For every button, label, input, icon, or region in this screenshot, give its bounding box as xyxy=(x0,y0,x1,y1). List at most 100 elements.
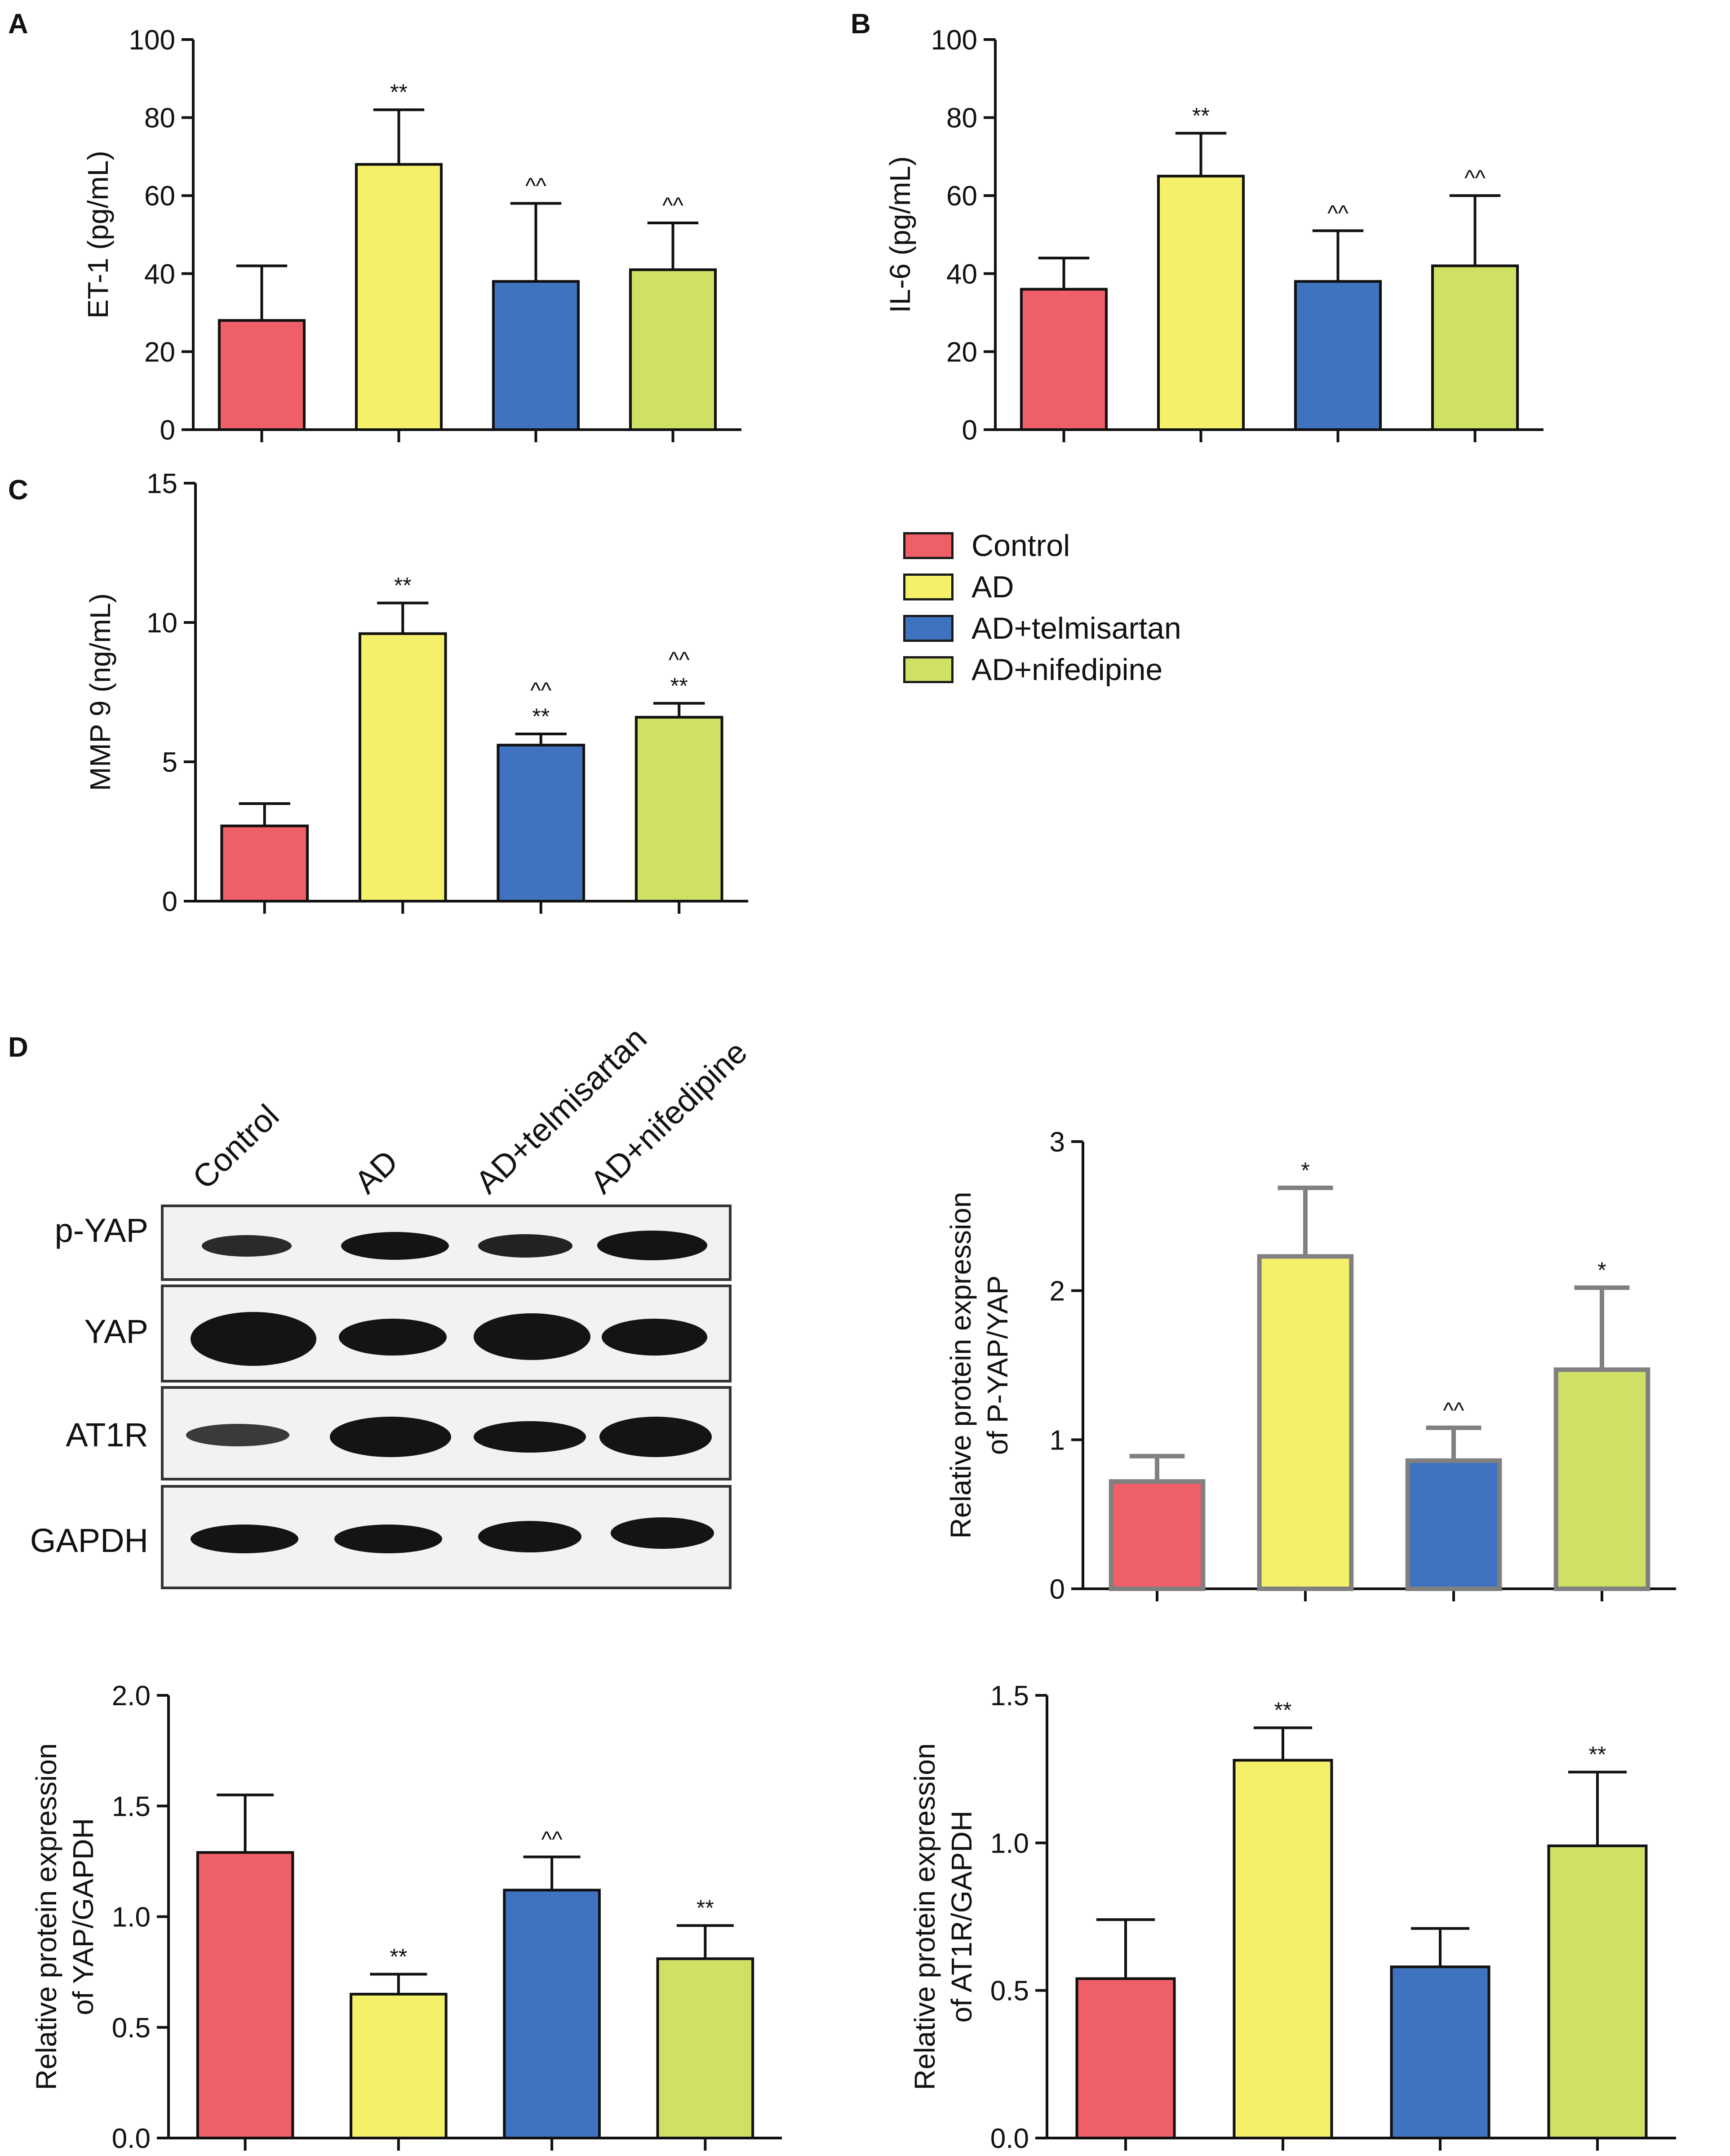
band-blob xyxy=(611,1517,714,1549)
band-blob xyxy=(602,1319,707,1356)
bar-ad-nifedipine xyxy=(634,716,723,903)
y-tick-label: 60 xyxy=(144,181,175,212)
chart-a-et1: 0 20 40 60 80 100 ET-1 (pg/mL) ** ^^ ^^ xyxy=(82,25,741,446)
legend: Control AD AD+telmisartan AD+nifedipine xyxy=(903,525,1181,690)
significance-label: ^^ xyxy=(1327,200,1349,226)
y-tick-label: 0 xyxy=(962,415,977,446)
y-axis-label: MMP 9 (ng/mL) xyxy=(84,593,116,791)
significance-label: ** xyxy=(390,1944,407,1969)
legend-item-ad-nifedipine: AD+nifedipine xyxy=(903,649,1181,690)
band-blob xyxy=(186,1424,289,1446)
significance-label: ^^ xyxy=(1464,165,1486,191)
y-axis-label-line: IL-6 (pg/mL) xyxy=(884,156,916,313)
legend-label-ad: AD xyxy=(971,570,1014,604)
significance-label: ** xyxy=(1192,103,1210,128)
y-tick-label: 15 xyxy=(146,468,177,499)
bar-ad-telmisartan xyxy=(492,280,580,431)
significance-label: * xyxy=(1597,1258,1606,1283)
bar-control xyxy=(220,824,309,902)
y-tick-label: 80 xyxy=(946,103,977,134)
legend-item-ad-telmisartan: AD+telmisartan xyxy=(903,608,1181,649)
y-tick-label: 1.5 xyxy=(990,1680,1029,1711)
band-blob xyxy=(474,1421,586,1453)
significance-label: ** xyxy=(670,673,688,698)
bar-ad-telmisartan xyxy=(1390,1965,1490,2139)
y-tick-label: 1.5 xyxy=(112,1791,151,1822)
y-axis-label-line: MMP 9 (ng/mL) xyxy=(84,593,116,791)
bar-ad-nifedipine xyxy=(1547,1844,1648,2139)
band-label-yap: YAP xyxy=(84,1313,148,1350)
bar-ad-telmisartan xyxy=(503,1889,601,2139)
y-tick-label: 100 xyxy=(129,25,175,56)
bar-ad-telmisartan xyxy=(497,743,586,903)
y-tick-label: 1.0 xyxy=(990,1828,1029,1859)
band-blob xyxy=(599,1417,712,1457)
bar-control xyxy=(1109,1479,1206,1591)
y-axis-label-line: ET-1 (pg/mL) xyxy=(82,151,114,318)
bar-ad xyxy=(1257,1254,1354,1591)
lane-header-ad: AD xyxy=(347,1143,405,1201)
bar-control xyxy=(1020,288,1108,431)
bar-ad-nifedipine xyxy=(656,1957,754,2140)
bar-ad xyxy=(350,1992,448,2139)
y-tick-label: 2 xyxy=(1050,1276,1065,1307)
panel-letter-c: C xyxy=(8,475,28,506)
bar-ad xyxy=(355,163,443,431)
bar-control xyxy=(196,1851,294,2139)
panel-letter-a: A xyxy=(8,9,28,40)
y-tick-label: 60 xyxy=(946,181,977,212)
y-axis-label-line: Relative protein expression xyxy=(909,1743,941,2090)
y-axis-label-line: of AT1R/GAPDH xyxy=(945,1811,978,2023)
band-strip-yap xyxy=(161,1285,732,1383)
band-blob xyxy=(478,1234,572,1258)
y-tick-label: 0 xyxy=(160,415,175,446)
significance-label: * xyxy=(1301,1158,1309,1183)
chart-b-il6: 0 20 40 60 80 100 IL-6 (pg/mL) ** ^^ ^^ xyxy=(884,25,1544,446)
y-axis-label: Relative protein expression of YAP/GAPDH xyxy=(30,1743,99,2090)
y-tick-label: 0 xyxy=(162,886,177,917)
bar-ad xyxy=(358,632,447,903)
y-tick-label: 5 xyxy=(162,747,177,778)
legend-swatch-control xyxy=(903,532,954,559)
y-tick-label: 0.0 xyxy=(112,2123,151,2154)
y-tick-label: 40 xyxy=(946,259,977,290)
y-axis-label: IL-6 (pg/mL) xyxy=(884,156,916,313)
significance-label: ** xyxy=(390,80,408,105)
chart-d-pyap: 0 1 2 3 Relative protein expression of P-YAP/… xyxy=(945,1127,1676,1605)
y-axis-label: Relative protein expression of AT1R/GAPDH xyxy=(909,1743,978,2090)
y-tick-label: 2.0 xyxy=(112,1680,151,1711)
significance-label: ** xyxy=(1589,1742,1606,1767)
y-tick-label: 3 xyxy=(1050,1127,1065,1158)
bar-ad-nifedipine xyxy=(1431,264,1519,431)
y-tick-label: 0.5 xyxy=(990,1976,1029,2007)
legend-label-ad-telmisartan: AD+telmisartan xyxy=(971,611,1181,645)
significance-label: ** xyxy=(394,573,412,598)
significance-label: ^^ xyxy=(530,678,551,703)
y-tick-label: 1 xyxy=(1050,1425,1065,1456)
band-blob xyxy=(474,1313,590,1360)
panel-letter-b: B xyxy=(851,9,871,40)
legend-label-ad-nifedipine: AD+nifedipine xyxy=(971,653,1163,687)
band-blob xyxy=(341,1232,449,1260)
band-label-at1r: AT1R xyxy=(66,1416,148,1454)
significance-label: ^^ xyxy=(525,173,546,199)
y-axis-label: ET-1 (pg/mL) xyxy=(82,151,114,318)
band-strip-at1r xyxy=(161,1386,732,1480)
chart-d-yap: 0.0 0.5 1.0 1.5 2.0 Relative protein expressi… xyxy=(30,1680,782,2154)
legend-item-ad: AD xyxy=(903,566,1181,608)
y-tick-label: 20 xyxy=(946,337,977,368)
lane-header-control: Control xyxy=(186,1098,286,1196)
bar-ad-telmisartan xyxy=(1405,1458,1502,1591)
significance-label: ** xyxy=(696,1895,714,1920)
y-axis-label-line: Relative protein expression xyxy=(945,1192,977,1539)
significance-label: ** xyxy=(532,704,550,729)
bar-control xyxy=(1075,1977,1176,2139)
significance-label: ^^ xyxy=(669,647,690,672)
band-label-p-yap: p-YAP xyxy=(54,1212,148,1249)
significance-label: ^^ xyxy=(662,193,683,218)
bar-ad-telmisartan xyxy=(1294,280,1382,431)
legend-swatch-ad xyxy=(903,573,954,600)
bar-control xyxy=(217,319,306,431)
